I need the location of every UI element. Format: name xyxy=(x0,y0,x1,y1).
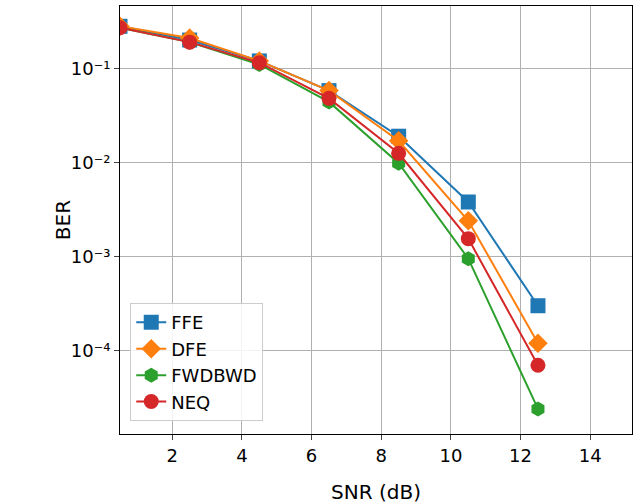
svg-text:DFE: DFE xyxy=(171,339,207,360)
svg-text:12: 12 xyxy=(509,445,532,466)
svg-text:10⁻³: 10⁻³ xyxy=(71,246,111,267)
svg-text:NEQ: NEQ xyxy=(171,392,210,413)
svg-text:FWDBWD: FWDBWD xyxy=(171,365,256,386)
svg-text:FFE: FFE xyxy=(171,312,203,333)
svg-text:10⁻²: 10⁻² xyxy=(71,152,111,173)
svg-text:10⁻⁴: 10⁻⁴ xyxy=(71,340,111,361)
svg-text:2: 2 xyxy=(167,445,178,466)
svg-text:14: 14 xyxy=(579,445,602,466)
svg-text:8: 8 xyxy=(375,445,386,466)
svg-text:BER: BER xyxy=(51,200,75,240)
svg-text:10⁻¹: 10⁻¹ xyxy=(71,58,111,79)
svg-text:SNR (dB): SNR (dB) xyxy=(331,480,421,504)
svg-text:4: 4 xyxy=(236,445,247,466)
svg-text:10: 10 xyxy=(439,445,462,466)
svg-text:6: 6 xyxy=(306,445,317,466)
